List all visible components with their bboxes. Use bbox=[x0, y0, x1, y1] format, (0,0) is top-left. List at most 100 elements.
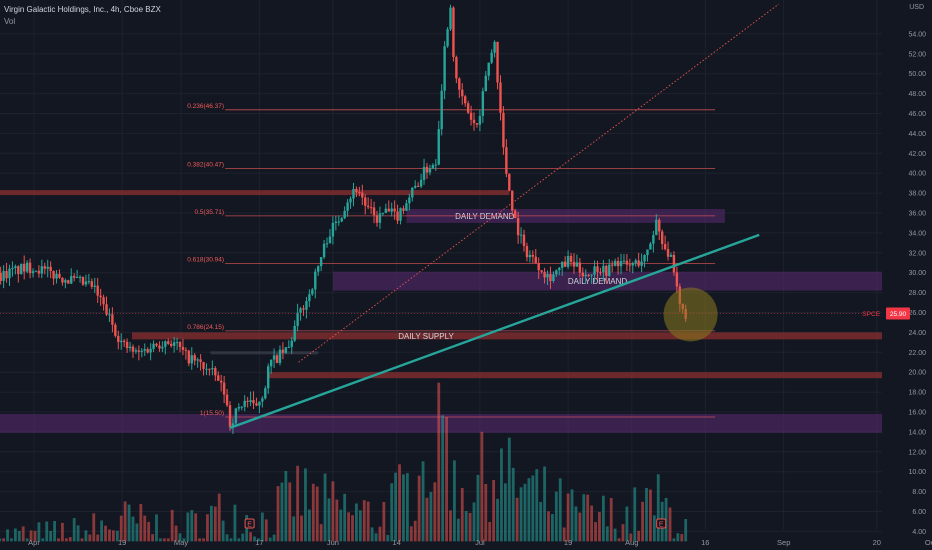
candle-body bbox=[505, 147, 508, 174]
candle-body bbox=[296, 312, 299, 326]
price-tick-label: 46.00 bbox=[908, 111, 926, 118]
volume-bar bbox=[57, 538, 60, 542]
price-tick-label: 30.00 bbox=[908, 270, 926, 277]
volume-indicator-label[interactable]: Vol bbox=[4, 17, 16, 26]
volume-bar bbox=[476, 474, 480, 542]
volume-bar bbox=[25, 538, 29, 542]
volume-bar bbox=[605, 526, 609, 542]
volume-bar bbox=[123, 501, 127, 542]
time-tick-label: Oct bbox=[925, 538, 932, 547]
candle-body bbox=[475, 123, 479, 125]
time-tick-label: May bbox=[174, 538, 188, 547]
candle-body bbox=[219, 380, 223, 383]
volume-bar bbox=[272, 534, 276, 542]
candle-body bbox=[299, 308, 302, 313]
volume-bar bbox=[394, 472, 398, 542]
volume-bar bbox=[445, 416, 448, 542]
volume-bar bbox=[45, 521, 49, 542]
price-tag-bg bbox=[886, 307, 910, 320]
candle-body bbox=[331, 222, 335, 237]
candle-body bbox=[75, 276, 79, 278]
candle-body bbox=[490, 52, 493, 63]
chart-header: Virgin Galactic Holdings, Inc., 4h, Cboe… bbox=[4, 4, 161, 28]
candle-body bbox=[8, 268, 11, 279]
candle-body bbox=[334, 221, 338, 223]
candle-body bbox=[434, 164, 437, 166]
volume-bar bbox=[127, 504, 131, 542]
volume-bar bbox=[547, 511, 550, 542]
candle-body bbox=[481, 91, 485, 116]
candle-body bbox=[596, 266, 599, 272]
candle-body bbox=[222, 382, 226, 395]
candle-body bbox=[128, 346, 132, 349]
volume-bar bbox=[6, 529, 9, 542]
candle-body bbox=[208, 368, 211, 370]
time-tick-label: Apr bbox=[28, 538, 40, 547]
candle-body bbox=[646, 249, 649, 256]
candle-body bbox=[549, 274, 552, 282]
fib-label: 0.618(30.94) bbox=[187, 256, 224, 263]
candle-body bbox=[405, 203, 408, 211]
volume-bar bbox=[221, 520, 225, 542]
volume-bar bbox=[264, 519, 268, 542]
price-tick-label: 54.00 bbox=[908, 31, 926, 38]
volume-bar bbox=[433, 482, 437, 542]
candle-body bbox=[419, 179, 423, 187]
candle-body bbox=[161, 346, 164, 349]
candle-body bbox=[540, 270, 543, 272]
price-tag-value: 25.90 bbox=[890, 311, 907, 318]
volume-bar bbox=[10, 538, 13, 542]
candle-body bbox=[369, 207, 373, 209]
volume-bar bbox=[37, 522, 41, 542]
candle-body bbox=[461, 89, 464, 97]
zones-layer: DAILY DEMAND DAILY DEMAND DAILY SUPPLY bbox=[0, 190, 882, 433]
volume-bar bbox=[503, 483, 507, 542]
candle-body bbox=[231, 423, 235, 428]
volume-bar bbox=[441, 415, 445, 542]
time-axis[interactable]: Apr19May17Jun14Jul19Aug16Sep20Oct18 bbox=[28, 538, 932, 547]
volume-bar bbox=[413, 520, 417, 542]
candle-body bbox=[190, 355, 193, 364]
volume-bar bbox=[468, 512, 472, 542]
candle-body bbox=[472, 119, 476, 124]
volume-bar bbox=[104, 525, 107, 542]
zone-rect bbox=[269, 372, 882, 379]
volume-bar bbox=[131, 516, 135, 542]
candle-body bbox=[90, 281, 94, 287]
time-tick-label: 19 bbox=[564, 538, 572, 547]
candle-body bbox=[522, 234, 526, 246]
time-tick-label: 20 bbox=[873, 538, 881, 547]
price-axis[interactable]: 54.00 52.00 50.00 48.00 46.00 44.00 42.00 40.00… bbox=[862, 0, 932, 550]
volume-bar bbox=[96, 534, 100, 542]
candle-body bbox=[402, 208, 405, 211]
volume-bar bbox=[225, 534, 229, 542]
support-trendline bbox=[229, 233, 760, 430]
volume-bar bbox=[76, 525, 80, 542]
volume-bar bbox=[652, 515, 656, 542]
volume-bar bbox=[511, 467, 515, 542]
volume-bar bbox=[633, 487, 637, 542]
candle-body bbox=[64, 280, 67, 283]
volume-bar bbox=[676, 533, 680, 542]
price-axis-bg bbox=[882, 0, 932, 550]
volume-bar bbox=[64, 538, 68, 542]
volume-bar bbox=[151, 534, 154, 542]
volume-bar bbox=[500, 448, 503, 542]
fib-levels-layer: 0.236(46.37) 0.382(40.47) 0.5(35.71) 0.618(… bbox=[187, 103, 716, 418]
time-tick-label: Aug bbox=[625, 538, 638, 547]
volume-bar bbox=[566, 493, 570, 542]
price-tick-label: 14.00 bbox=[908, 429, 926, 436]
candle-body bbox=[193, 355, 196, 361]
volume-bar bbox=[609, 498, 613, 542]
volume-bar bbox=[206, 514, 209, 542]
volume-bar bbox=[335, 499, 339, 542]
volume-bar bbox=[590, 505, 594, 542]
candle-body bbox=[628, 264, 632, 266]
candle-body bbox=[175, 342, 179, 344]
volume-bar bbox=[162, 538, 166, 542]
volume-bar bbox=[386, 534, 390, 542]
candle-body bbox=[255, 403, 258, 406]
candle-body bbox=[675, 272, 679, 287]
volume-bar bbox=[535, 469, 539, 542]
